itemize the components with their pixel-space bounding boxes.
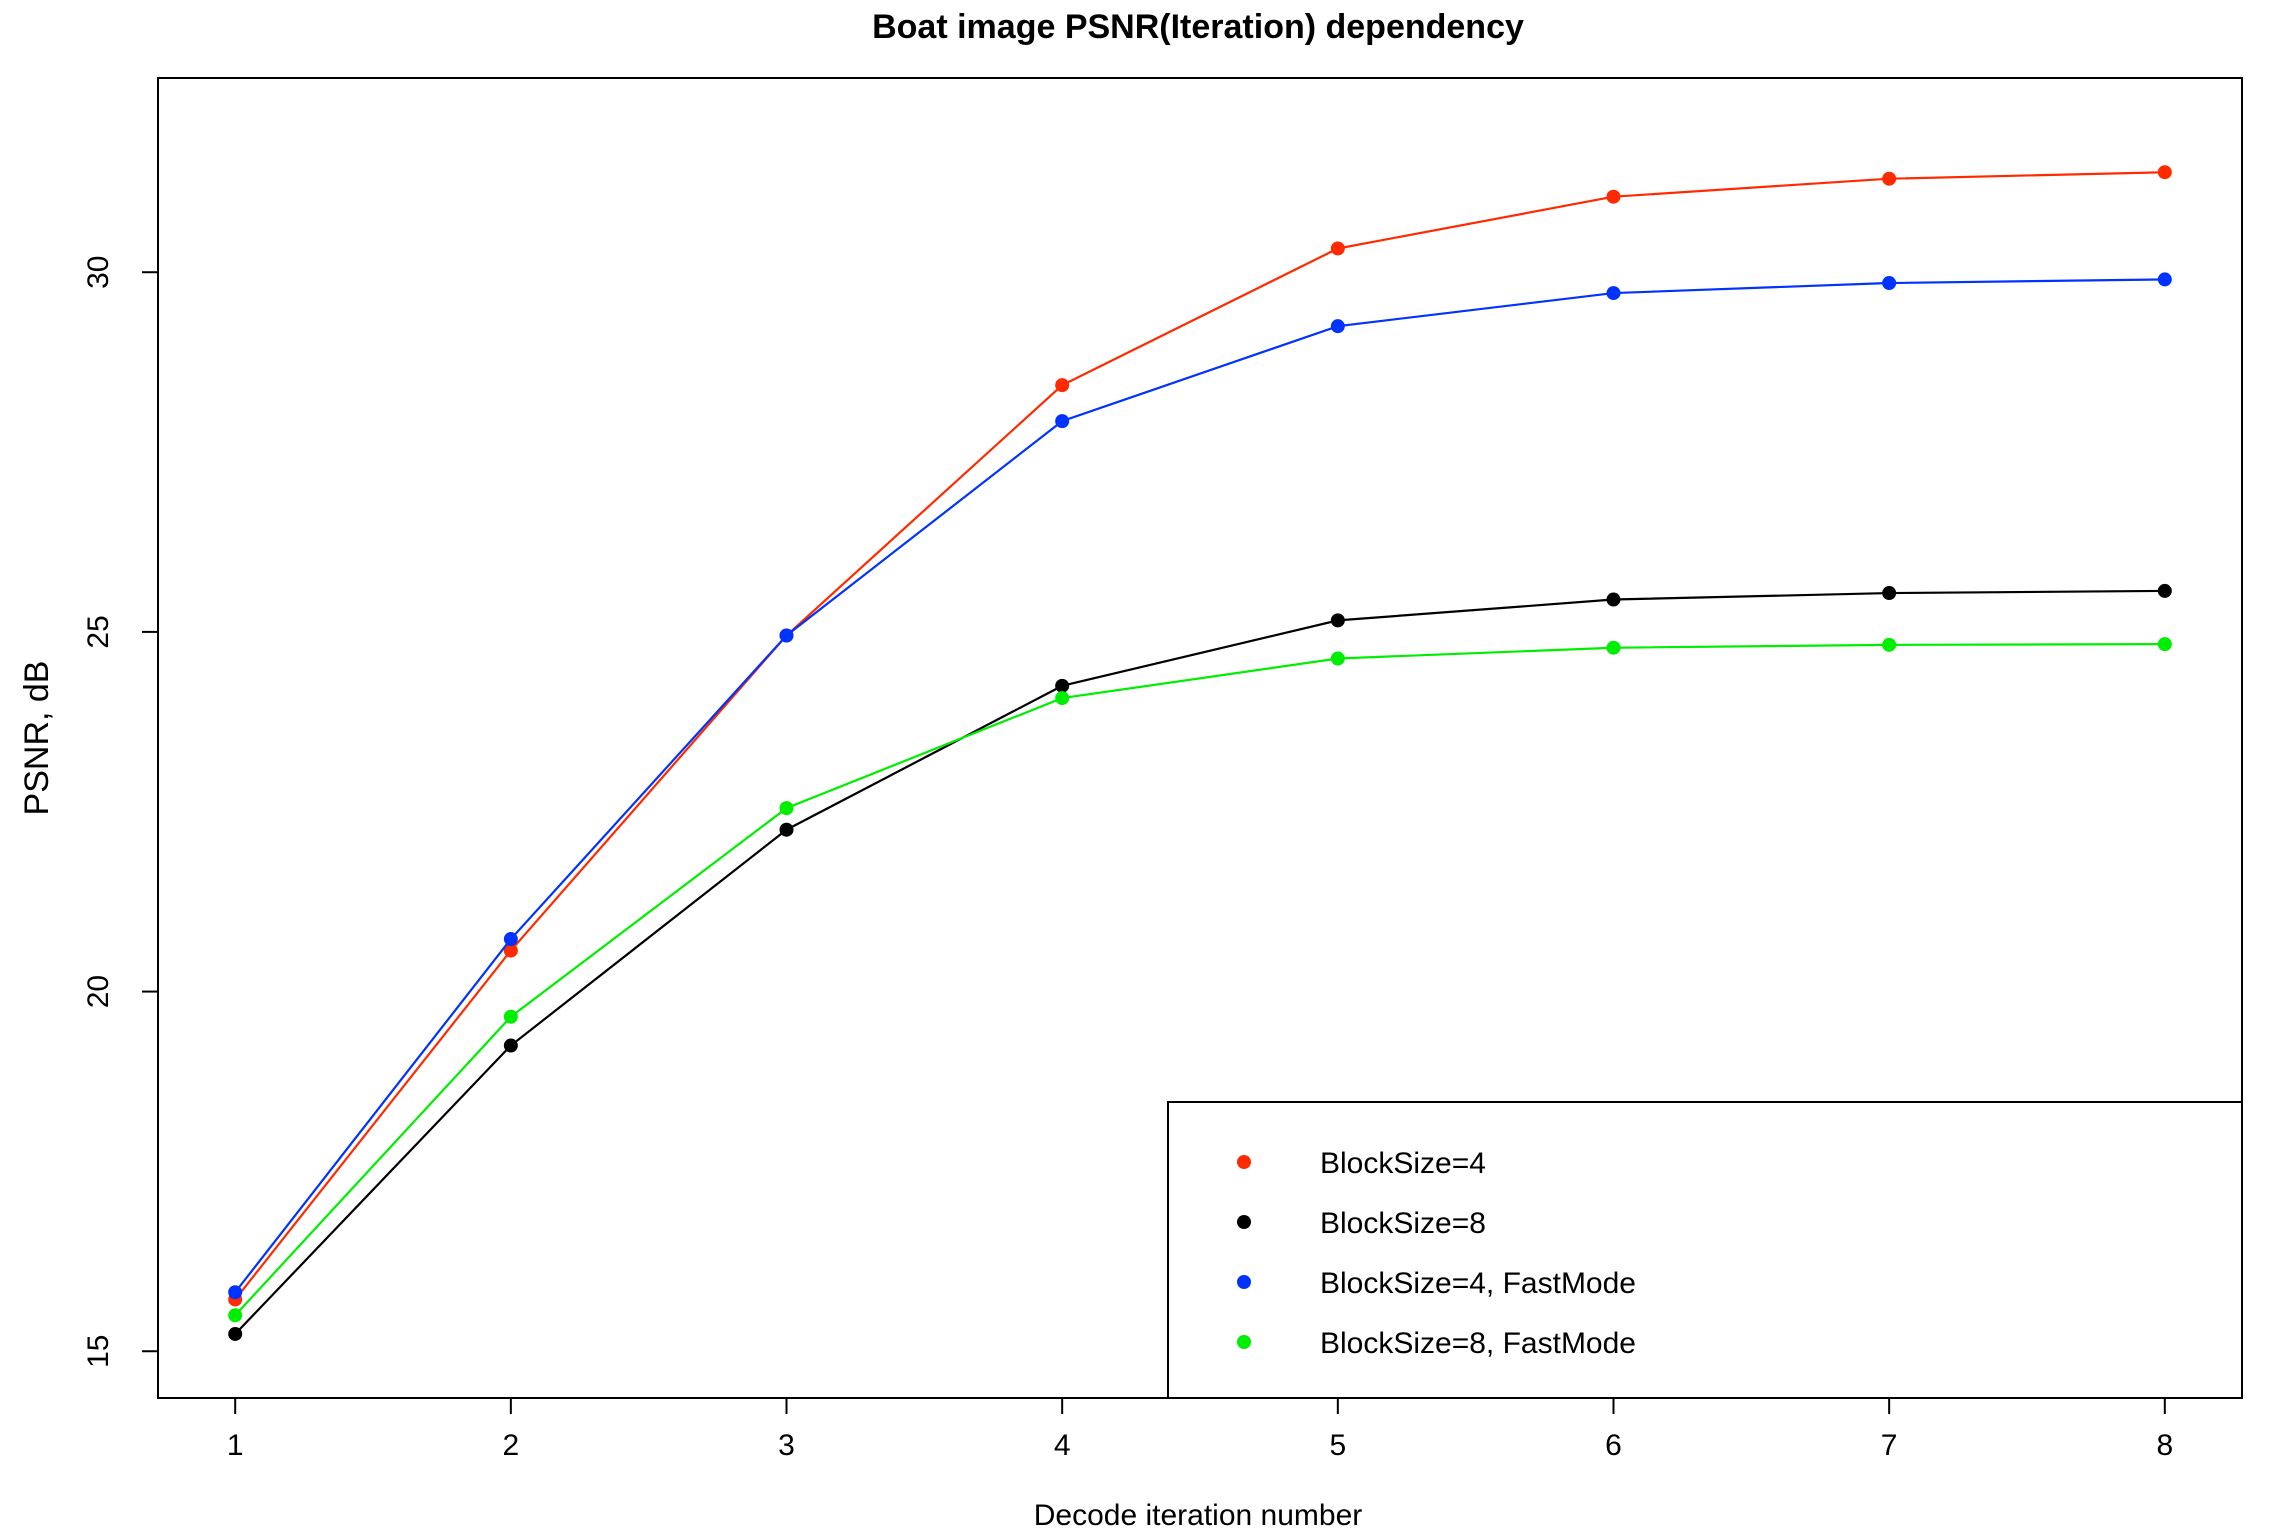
series-layer (228, 165, 2172, 1341)
data-point (1330, 319, 1345, 334)
series-line (234, 589, 2165, 1335)
data-point (503, 943, 518, 958)
data-point (1606, 640, 1621, 655)
data-point (779, 822, 794, 837)
data-point (1882, 586, 1897, 601)
data-point (1330, 613, 1345, 628)
data-point (503, 1009, 518, 1024)
y-tick-label: 15 (82, 1335, 115, 1368)
x-tick-label: 1 (227, 1429, 244, 1462)
data-point (503, 932, 518, 947)
data-point (1606, 189, 1621, 204)
data-point (1055, 691, 1070, 706)
data-point (1882, 171, 1897, 186)
legend-item: BlockSize=8, FastMode (1237, 1327, 1636, 1360)
x-tick-label: 7 (1881, 1429, 1898, 1462)
x-tick-label: 4 (1054, 1429, 1071, 1462)
legend-item: BlockSize=4, FastMode (1237, 1267, 1636, 1300)
series-3 (228, 272, 2172, 1300)
series-2 (228, 583, 2172, 1341)
legend-label: BlockSize=4 (1320, 1147, 1486, 1180)
x-tick-label: 5 (1329, 1429, 1346, 1462)
data-point (1330, 651, 1345, 666)
data-point (2157, 272, 2172, 287)
data-point (2157, 583, 2172, 598)
data-point (1882, 637, 1897, 652)
x-tick-label: 3 (778, 1429, 795, 1462)
x-tick-label: 8 (2156, 1429, 2173, 1462)
data-point (228, 1285, 243, 1300)
legend-box (1167, 1101, 2243, 1399)
y-axis: 15 20 25 30 (82, 256, 159, 1368)
data-point (2157, 637, 2172, 652)
x-axis: 1 2 3 4 5 6 7 8 (227, 1397, 2173, 1462)
y-tick-label: 30 (82, 256, 115, 289)
data-point (779, 801, 794, 816)
data-point (503, 1038, 518, 1053)
legend-item: BlockSize=4 (1237, 1147, 1486, 1180)
data-point (1055, 678, 1070, 693)
data-point (1882, 276, 1897, 291)
series-4 (228, 637, 2172, 1323)
legend-label: BlockSize=4, FastMode (1320, 1267, 1636, 1300)
y-axis-label: PSNR, dB (18, 661, 56, 816)
y-tick-label: 25 (82, 615, 115, 648)
data-point (1606, 286, 1621, 301)
legend-label: BlockSize=8, FastMode (1320, 1327, 1636, 1360)
legend-label: BlockSize=8 (1320, 1207, 1486, 1240)
series-line (234, 278, 2165, 1293)
data-point (1055, 378, 1070, 393)
data-point (1330, 241, 1345, 256)
legend-item: BlockSize=8 (1237, 1207, 1486, 1240)
legend-marker (1237, 1275, 1251, 1289)
data-point (779, 628, 794, 643)
data-point (228, 1326, 243, 1341)
legend-marker (1237, 1335, 1251, 1349)
data-point (1055, 414, 1070, 429)
series-line (234, 171, 2165, 1301)
series-1 (228, 165, 2172, 1307)
x-tick-label: 6 (1605, 1429, 1622, 1462)
data-point (228, 1308, 243, 1323)
data-point (2157, 165, 2172, 180)
legend: BlockSize=4 BlockSize=8 BlockSize=4, FastM… (1167, 1101, 2243, 1399)
data-point (1606, 592, 1621, 607)
chart-title: Boat image PSNR(Iteration) dependency (872, 8, 1524, 46)
x-axis-label: Decode iteration number (1034, 1499, 1363, 1532)
series-line (234, 643, 2165, 1317)
legend-marker (1237, 1215, 1251, 1229)
legend-marker (1237, 1155, 1251, 1169)
x-tick-label: 2 (503, 1429, 520, 1462)
y-tick-label: 20 (82, 975, 115, 1008)
